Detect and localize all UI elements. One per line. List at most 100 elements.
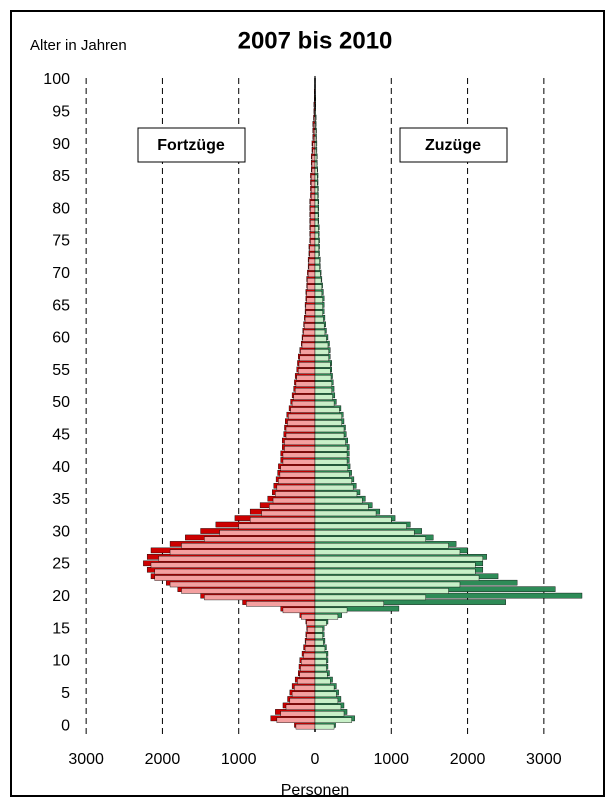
bar bbox=[314, 420, 342, 426]
bar bbox=[314, 678, 331, 685]
bar bbox=[307, 278, 316, 284]
bar bbox=[298, 368, 316, 375]
bar bbox=[154, 575, 316, 581]
bar bbox=[314, 362, 331, 368]
bar bbox=[314, 639, 324, 646]
bar bbox=[313, 135, 316, 142]
legend-box bbox=[399, 127, 508, 163]
bar bbox=[301, 342, 316, 349]
bar bbox=[314, 665, 327, 672]
bar bbox=[285, 433, 316, 439]
bar bbox=[280, 710, 316, 717]
bar bbox=[291, 400, 316, 407]
x-tick-label: 1000 bbox=[373, 751, 409, 768]
bar bbox=[181, 543, 316, 549]
bar bbox=[314, 200, 319, 207]
y-tick-label: 80 bbox=[52, 200, 70, 217]
bar bbox=[314, 187, 318, 194]
bar bbox=[314, 504, 369, 510]
x-tick-label: 2000 bbox=[145, 751, 181, 768]
bar bbox=[299, 355, 316, 362]
bar bbox=[314, 400, 335, 407]
bar bbox=[238, 523, 316, 530]
bar bbox=[314, 310, 323, 316]
bar bbox=[314, 355, 329, 362]
bar bbox=[314, 181, 318, 187]
bar bbox=[299, 672, 316, 678]
bar bbox=[314, 568, 476, 575]
bar bbox=[314, 161, 318, 168]
bar bbox=[249, 517, 316, 523]
bar bbox=[314, 433, 345, 439]
bar bbox=[314, 446, 348, 452]
bar bbox=[295, 381, 316, 387]
y-tick-label: 25 bbox=[52, 556, 70, 573]
bar bbox=[314, 633, 323, 639]
bar bbox=[181, 588, 316, 594]
bar bbox=[306, 620, 316, 626]
bar bbox=[314, 710, 345, 717]
bar bbox=[314, 226, 319, 232]
bar bbox=[314, 484, 354, 491]
bar bbox=[314, 123, 316, 129]
bar bbox=[302, 336, 316, 342]
bar bbox=[310, 181, 316, 187]
bar bbox=[291, 691, 316, 698]
legend-label: Zuzüge bbox=[425, 137, 481, 154]
bar bbox=[314, 652, 327, 659]
bar bbox=[310, 174, 316, 181]
bar bbox=[304, 323, 316, 329]
y-tick-label: 45 bbox=[52, 427, 70, 444]
bar bbox=[314, 530, 415, 536]
y-axis-label: Alter in Jahren bbox=[30, 37, 127, 54]
bar bbox=[290, 407, 316, 413]
bar bbox=[314, 620, 327, 626]
bar bbox=[310, 207, 316, 213]
x-tick-label: 0 bbox=[311, 751, 320, 768]
bar bbox=[314, 323, 325, 329]
bar bbox=[307, 284, 316, 291]
bar bbox=[298, 362, 316, 368]
bar bbox=[314, 536, 426, 542]
bar bbox=[314, 717, 352, 723]
bar bbox=[306, 297, 316, 303]
y-tick-label: 95 bbox=[52, 103, 70, 120]
y-tick-label: 20 bbox=[52, 588, 70, 605]
bar bbox=[310, 187, 316, 194]
bar bbox=[304, 646, 316, 652]
bar bbox=[314, 252, 320, 258]
bar bbox=[284, 446, 316, 452]
bar bbox=[275, 491, 316, 497]
bar bbox=[204, 594, 316, 601]
bar bbox=[285, 704, 316, 710]
y-tick-label: 35 bbox=[52, 491, 70, 508]
bar bbox=[305, 310, 316, 316]
bar bbox=[311, 155, 316, 161]
bar bbox=[314, 174, 318, 181]
bar bbox=[311, 161, 316, 168]
bar bbox=[169, 581, 316, 588]
bar bbox=[314, 510, 377, 517]
bar bbox=[314, 452, 348, 459]
bar bbox=[303, 329, 316, 336]
bar bbox=[300, 349, 316, 355]
bar bbox=[314, 407, 340, 413]
bar bbox=[293, 394, 316, 400]
bar bbox=[314, 601, 384, 607]
bar bbox=[282, 607, 316, 614]
bar bbox=[314, 291, 323, 297]
bar bbox=[246, 601, 316, 607]
bar bbox=[158, 555, 316, 562]
bar bbox=[314, 471, 350, 478]
bar bbox=[310, 219, 316, 226]
bar bbox=[314, 168, 318, 174]
bars bbox=[143, 75, 583, 730]
y-tick-label: 90 bbox=[52, 136, 70, 153]
bar bbox=[314, 336, 327, 342]
bar bbox=[312, 142, 316, 148]
bar bbox=[311, 168, 316, 174]
bar bbox=[314, 278, 322, 284]
bar bbox=[314, 549, 461, 555]
